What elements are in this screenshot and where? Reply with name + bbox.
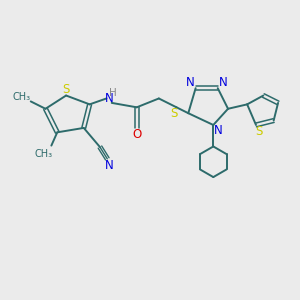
- Text: S: S: [255, 125, 262, 138]
- Text: N: N: [186, 76, 195, 89]
- Text: S: S: [170, 107, 178, 120]
- Text: H: H: [109, 88, 117, 98]
- Text: O: O: [132, 128, 141, 141]
- Text: S: S: [62, 82, 70, 95]
- Text: N: N: [104, 92, 113, 105]
- Text: CH₃: CH₃: [13, 92, 31, 102]
- Text: N: N: [104, 159, 113, 172]
- Text: N: N: [214, 124, 223, 137]
- Text: CH₃: CH₃: [35, 149, 53, 159]
- Text: N: N: [219, 76, 227, 89]
